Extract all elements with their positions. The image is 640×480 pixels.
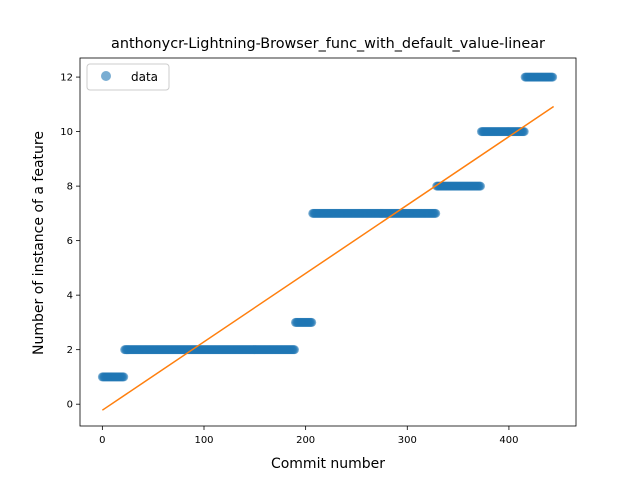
plot-area <box>97 72 558 411</box>
legend: data <box>86 63 170 91</box>
x-tick-label: 0 <box>99 435 105 446</box>
y-tick-label: 10 <box>60 127 73 138</box>
x-axis-label: Commit number <box>271 456 385 472</box>
y-tick-label: 2 <box>67 345 73 356</box>
x-tick-label: 200 <box>296 435 315 446</box>
y-tick-label: 12 <box>60 73 73 84</box>
fit-line <box>101 105 555 411</box>
x-tick-label: 300 <box>398 435 417 446</box>
chart-title: anthonycr-Lightning-Browser_func_with_de… <box>111 36 545 52</box>
axes: 0 100 200 300 400 0 2 4 6 8 10 12 <box>60 57 577 446</box>
data-point <box>289 345 299 355</box>
data-point <box>475 181 485 191</box>
legend-marker-data <box>101 71 111 81</box>
x-tick-label: 100 <box>194 435 213 446</box>
data-point <box>519 127 529 137</box>
data-point <box>307 317 317 327</box>
y-tick-label: 4 <box>67 291 73 302</box>
legend-label-data: data <box>131 70 158 84</box>
y-axis-label: Number of instance of a feature <box>31 131 47 355</box>
x-tick-label: 400 <box>499 435 518 446</box>
data-point <box>548 72 558 82</box>
y-tick-label: 8 <box>67 182 73 193</box>
data-point <box>119 372 129 382</box>
legend-box <box>86 63 170 91</box>
data-point <box>431 208 441 218</box>
y-tick-label: 0 <box>67 400 73 411</box>
axes-frame <box>79 57 577 427</box>
y-tick-label: 6 <box>67 236 73 247</box>
